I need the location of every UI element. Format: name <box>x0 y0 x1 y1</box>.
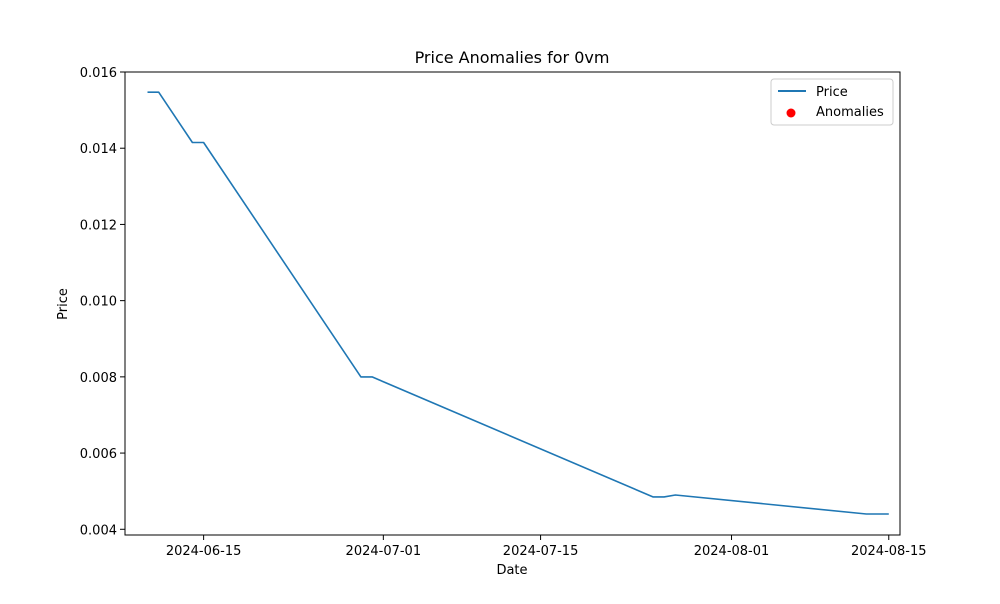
y-tick-label: 0.006 <box>80 447 117 462</box>
y-tick-label: 0.008 <box>80 371 117 386</box>
price-series-line <box>147 91 889 515</box>
x-tick-label: 2024-07-01 <box>346 544 422 559</box>
y-tick-label: 0.004 <box>80 523 117 538</box>
y-tick-label: 0.010 <box>80 295 117 310</box>
legend-anomalies-marker <box>786 108 796 118</box>
x-axis: 2024-06-15 2024-07-01 2024-07-15 2024-08-01… <box>166 535 927 559</box>
legend-label-price: Price <box>816 85 848 100</box>
x-tick-label: 2024-08-01 <box>694 544 770 559</box>
x-tick-label: 2024-07-15 <box>503 544 579 559</box>
y-tick-label: 0.014 <box>80 142 117 157</box>
y-axis-label: Price <box>56 288 71 320</box>
plot-area <box>124 71 901 536</box>
y-tick-label: 0.016 <box>80 66 117 81</box>
x-tick-label: 2024-06-15 <box>166 544 242 559</box>
x-axis-label: Date <box>496 563 527 578</box>
legend-label-anomalies: Anomalies <box>816 105 884 120</box>
x-tick-label: 2024-08-15 <box>851 544 927 559</box>
y-tick-label: 0.012 <box>80 218 117 233</box>
legend: Price Anomalies <box>770 78 894 126</box>
y-axis: 0.004 0.006 0.008 0.010 0.012 0.014 0.016 <box>80 66 125 538</box>
chart-title: Price Anomalies for 0vm <box>415 48 610 67</box>
series-layer <box>147 91 889 515</box>
